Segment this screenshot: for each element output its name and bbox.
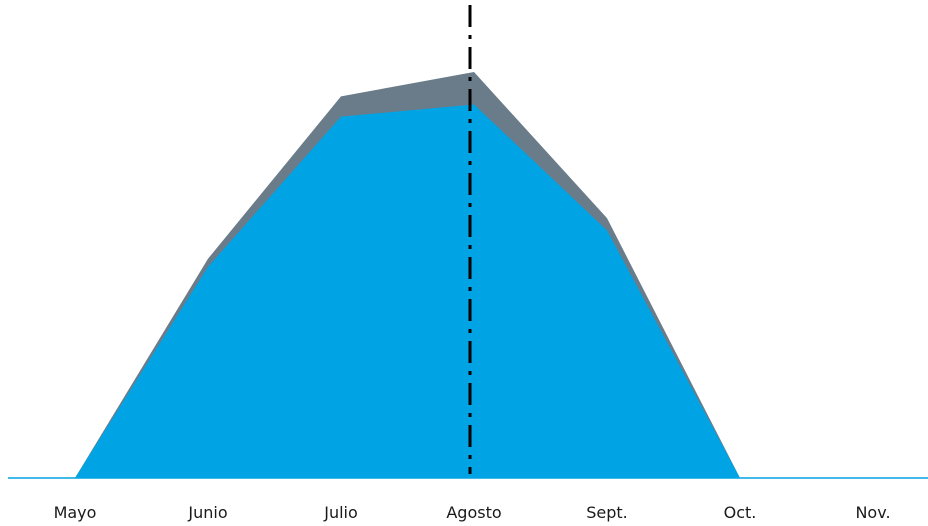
x-tick-label: Julio <box>323 503 358 522</box>
x-tick-label: Sept. <box>586 503 628 522</box>
x-tick-labels: Mayo Junio Julio Agosto Sept. Oct. Nov. <box>54 503 891 522</box>
x-tick-label: Junio <box>187 503 227 522</box>
x-tick-label: Nov. <box>855 503 890 522</box>
x-tick-label: Oct. <box>724 503 757 522</box>
x-tick-label: Mayo <box>54 503 97 522</box>
x-tick-label: Agosto <box>446 503 501 522</box>
area-series-1 <box>75 104 873 478</box>
area-series-group <box>75 72 873 478</box>
